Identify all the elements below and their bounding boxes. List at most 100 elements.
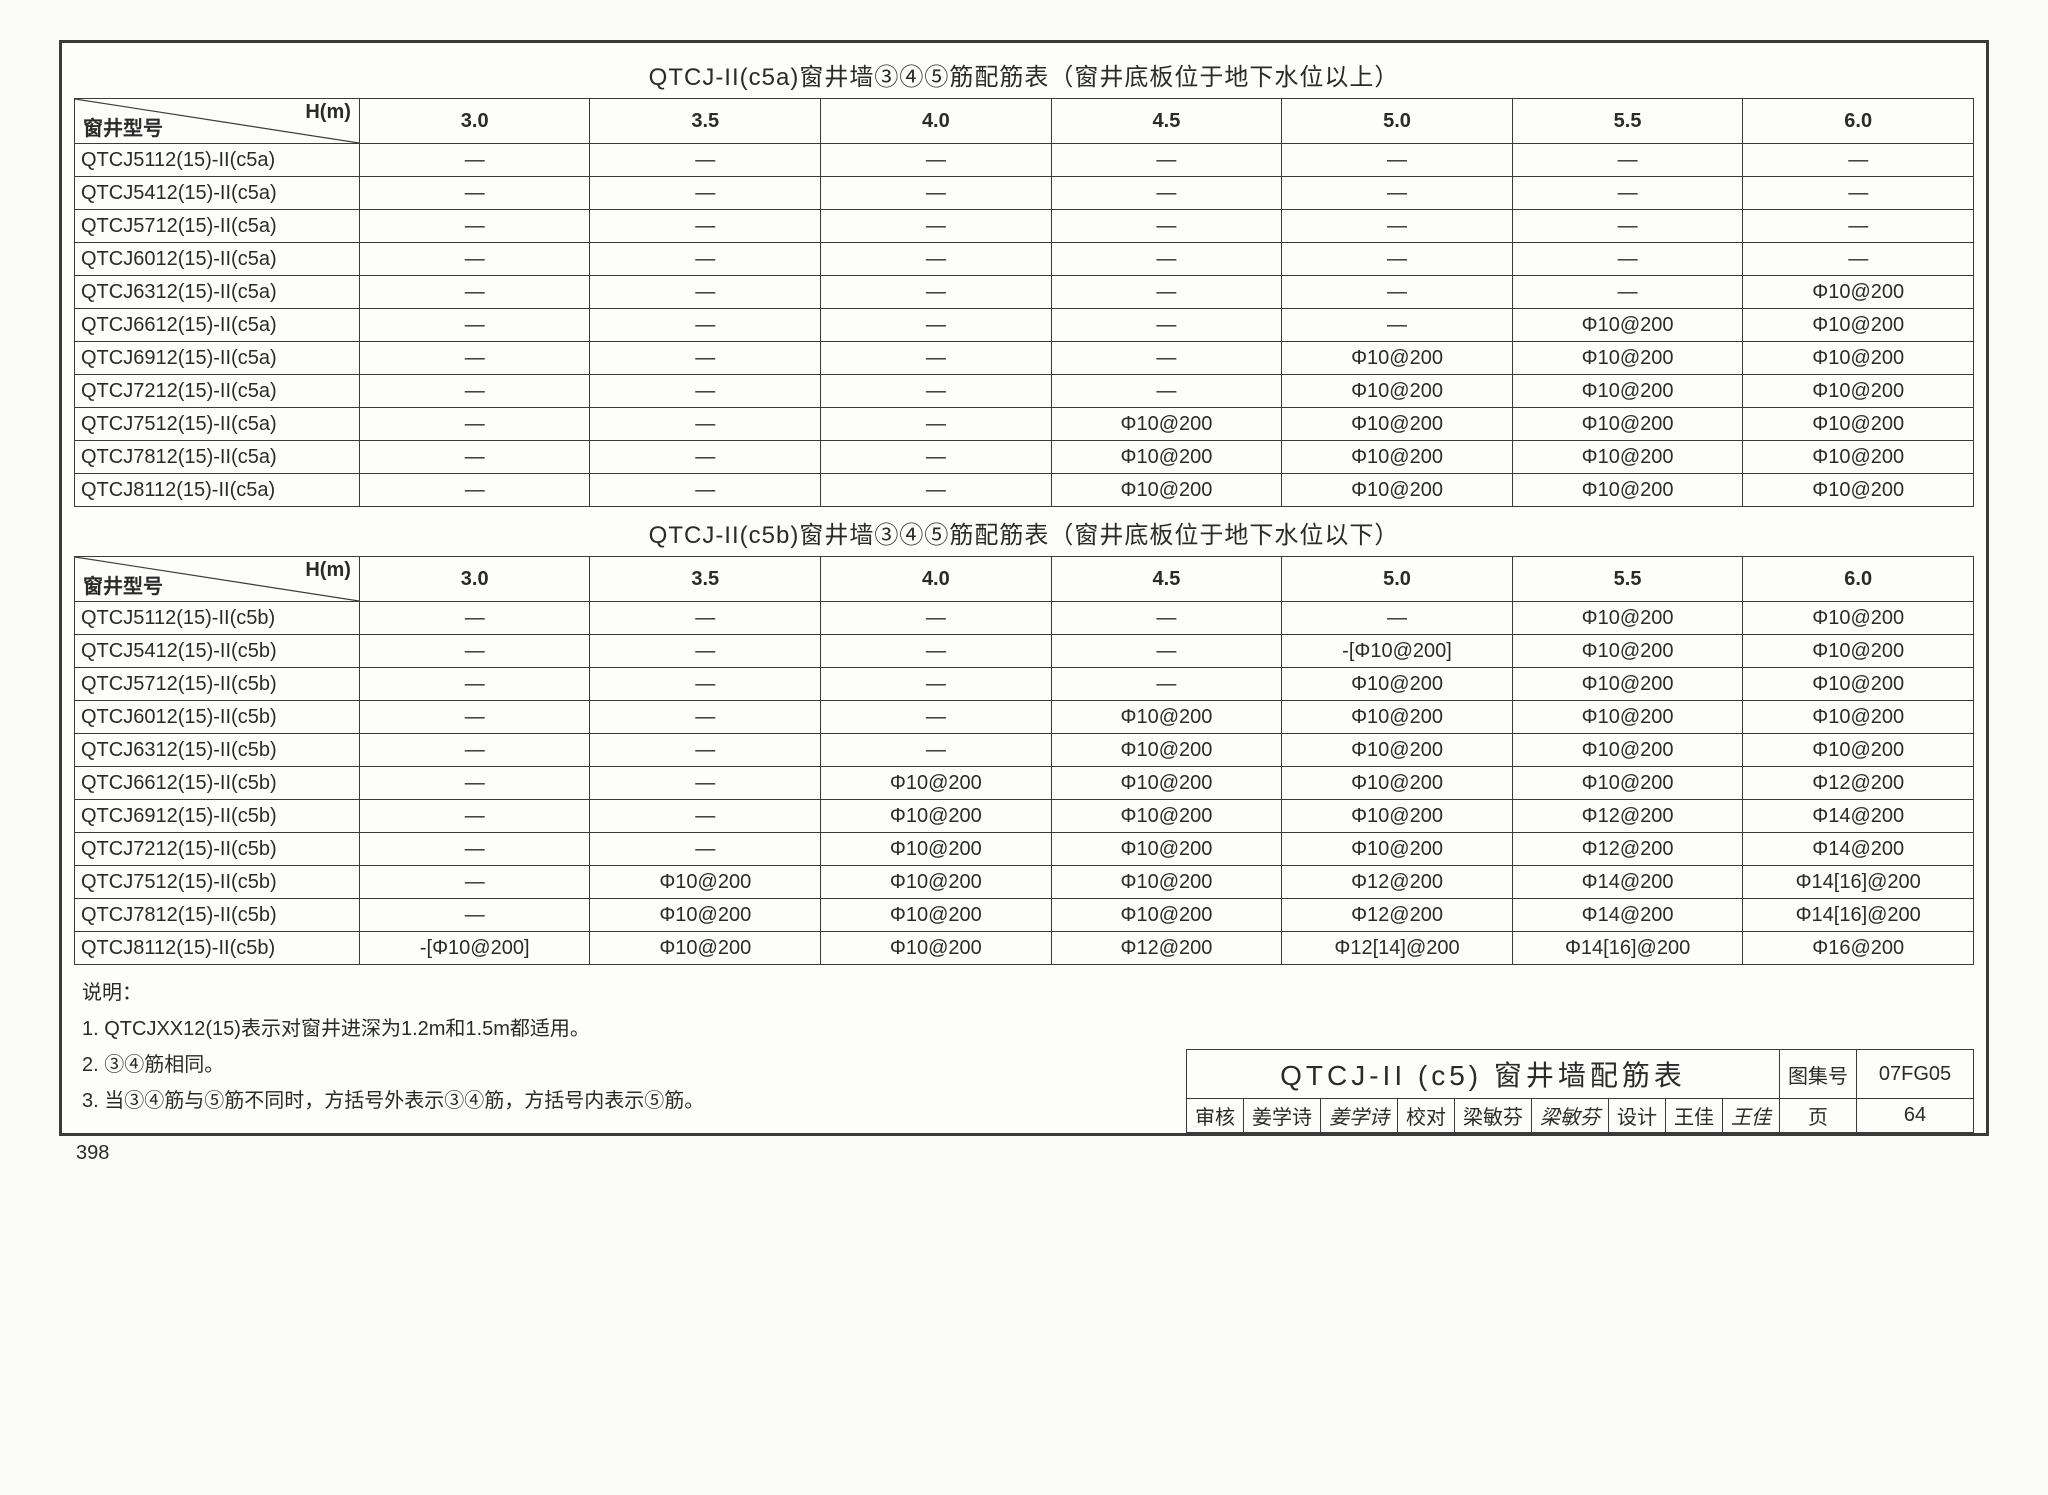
data-cell: Φ10@200 (1051, 701, 1282, 734)
data-cell: Φ10@200 (821, 767, 1052, 800)
data-cell: — (359, 342, 590, 375)
data-cell: — (821, 408, 1052, 441)
data-cell: — (1282, 602, 1513, 635)
row-label: QTCJ6012(15)-II(c5a) (75, 243, 360, 276)
data-cell: — (821, 602, 1052, 635)
data-cell: — (1282, 177, 1513, 210)
column-header: 3.0 (359, 557, 590, 602)
data-cell: Φ10@200 (1743, 342, 1974, 375)
data-cell: — (1051, 375, 1282, 408)
data-cell: — (821, 668, 1052, 701)
column-header: 4.0 (821, 557, 1052, 602)
data-cell: Φ10@200 (1282, 474, 1513, 507)
data-cell: Φ14@200 (1743, 800, 1974, 833)
table-row: QTCJ6312(15)-II(c5a)——————Φ10@200 (75, 276, 1974, 309)
data-cell: — (590, 342, 821, 375)
data-cell: — (821, 342, 1052, 375)
data-cell: — (1743, 243, 1974, 276)
data-cell: Φ10@200 (1512, 635, 1743, 668)
table-row: QTCJ5112(15)-II(c5a)——————— (75, 144, 1974, 177)
data-cell: — (1282, 309, 1513, 342)
data-cell: Φ10@200 (1512, 441, 1743, 474)
data-cell: — (821, 701, 1052, 734)
data-cell: — (590, 800, 821, 833)
data-cell: — (821, 734, 1052, 767)
data-cell: Φ10@200 (1512, 309, 1743, 342)
table-row: QTCJ7512(15)-II(c5b)—Φ10@200Φ10@200Φ10@2… (75, 866, 1974, 899)
data-cell: — (359, 668, 590, 701)
data-cell: — (590, 602, 821, 635)
data-cell: Φ10@200 (1743, 701, 1974, 734)
data-cell: Φ10@200 (1512, 602, 1743, 635)
table-row: QTCJ6612(15)-II(c5b)——Φ10@200Φ10@200Φ10@… (75, 767, 1974, 800)
title-block: QTCJ-II (c5) 窗井墙配筋表 图集号 07FG05 审核 姜学诗 姜学… (1186, 1049, 1974, 1133)
table-row: QTCJ6912(15)-II(c5b)——Φ10@200Φ10@200Φ10@… (75, 800, 1974, 833)
data-cell: Φ10@200 (1051, 800, 1282, 833)
data-cell: — (821, 177, 1052, 210)
data-cell: — (359, 701, 590, 734)
data-cell: — (359, 767, 590, 800)
data-cell: Φ10@200 (1743, 408, 1974, 441)
drawing-sheet: QTCJ-II(c5a)窗井墙③④⑤筋配筋表（窗井底板位于地下水位以上） H(m… (59, 40, 1989, 1136)
table-row: QTCJ6012(15)-II(c5a)——————— (75, 243, 1974, 276)
titleblock-main: QTCJ-II (c5) 窗井墙配筋表 (1187, 1050, 1780, 1099)
data-cell: -[Φ10@200] (1282, 635, 1513, 668)
data-cell: Φ12@200 (1743, 767, 1974, 800)
data-cell: — (1051, 668, 1282, 701)
data-cell: Φ10@200 (1512, 767, 1743, 800)
data-cell: Φ10@200 (1051, 408, 1282, 441)
data-cell: — (821, 441, 1052, 474)
data-cell: — (590, 833, 821, 866)
table-b-title: QTCJ-II(c5b)窗井墙③④⑤筋配筋表（窗井底板位于地下水位以下） (74, 515, 1974, 550)
data-cell: — (1512, 210, 1743, 243)
row-label: QTCJ6012(15)-II(c5b) (75, 701, 360, 734)
data-cell: — (359, 408, 590, 441)
data-cell: Φ10@200 (1512, 408, 1743, 441)
review-label: 审核 (1187, 1099, 1244, 1133)
data-cell: — (359, 243, 590, 276)
data-cell: Φ10@200 (1282, 734, 1513, 767)
table-row: QTCJ6012(15)-II(c5b)———Φ10@200Φ10@200Φ10… (75, 701, 1974, 734)
data-cell: — (359, 833, 590, 866)
row-label: QTCJ7212(15)-II(c5b) (75, 833, 360, 866)
table-row: QTCJ6312(15)-II(c5b)———Φ10@200Φ10@200Φ10… (75, 734, 1974, 767)
data-cell: Φ16@200 (1743, 932, 1974, 965)
table-row: QTCJ6912(15)-II(c5a)————Φ10@200Φ10@200Φ1… (75, 342, 1974, 375)
table-row: QTCJ5712(15)-II(c5a)——————— (75, 210, 1974, 243)
data-cell: — (590, 276, 821, 309)
data-cell: Φ10@200 (1282, 800, 1513, 833)
data-cell: — (1743, 177, 1974, 210)
column-header: 4.0 (821, 99, 1052, 144)
table-row: QTCJ6612(15)-II(c5a)—————Φ10@200Φ10@200 (75, 309, 1974, 342)
data-cell: — (590, 144, 821, 177)
data-cell: Φ12[14]@200 (1282, 932, 1513, 965)
data-cell: — (1051, 144, 1282, 177)
row-label: QTCJ7812(15)-II(c5b) (75, 899, 360, 932)
data-cell: — (590, 210, 821, 243)
data-cell: Φ10@200 (1282, 701, 1513, 734)
data-cell: Φ10@200 (1051, 734, 1282, 767)
data-cell: — (1051, 342, 1282, 375)
data-cell: — (590, 243, 821, 276)
data-cell: — (1282, 210, 1513, 243)
row-label: QTCJ8112(15)-II(c5b) (75, 932, 360, 965)
data-cell: — (590, 309, 821, 342)
data-cell: Φ10@200 (1743, 441, 1974, 474)
data-cell: — (590, 734, 821, 767)
data-cell: Φ14[16]@200 (1512, 932, 1743, 965)
data-cell: Φ10@200 (1743, 668, 1974, 701)
data-cell: — (1051, 635, 1282, 668)
data-cell: -[Φ10@200] (359, 932, 590, 965)
table-row: QTCJ5412(15)-II(c5b)————-[Φ10@200]Φ10@20… (75, 635, 1974, 668)
data-cell: Φ10@200 (1282, 833, 1513, 866)
data-cell: — (359, 441, 590, 474)
data-cell: — (590, 701, 821, 734)
data-cell: Φ10@200 (821, 932, 1052, 965)
data-cell: Φ10@200 (1051, 767, 1282, 800)
data-cell: Φ10@200 (1051, 866, 1282, 899)
header-diagonal-cell: H(m)窗井型号 (75, 99, 360, 144)
data-cell: — (590, 474, 821, 507)
data-cell: Φ10@200 (1051, 833, 1282, 866)
row-label: QTCJ6612(15)-II(c5b) (75, 767, 360, 800)
table-row: QTCJ5712(15)-II(c5b)————Φ10@200Φ10@200Φ1… (75, 668, 1974, 701)
